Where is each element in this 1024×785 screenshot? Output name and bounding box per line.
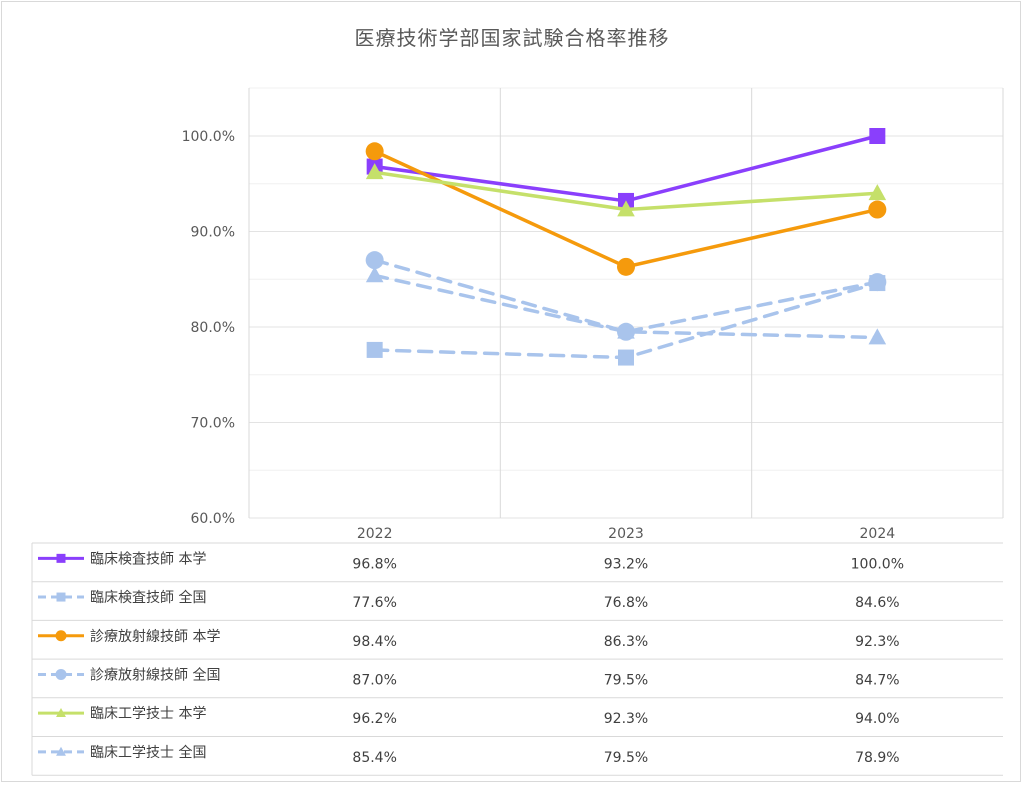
table-cell: 85.4%: [352, 750, 396, 766]
legend-label: 診療放射線技師 全国: [90, 666, 220, 683]
table-cell: 93.2%: [604, 556, 648, 572]
series-lines: [365, 128, 887, 366]
table-cell: 92.3%: [604, 711, 648, 727]
square-marker: [56, 592, 66, 602]
table-cell: 98.4%: [352, 634, 396, 650]
table-cell: 79.5%: [604, 672, 648, 688]
legend-label: 臨床検査技師 全国: [90, 589, 206, 606]
square-marker: [869, 128, 886, 144]
square-marker: [366, 341, 383, 358]
triangle-marker: [56, 746, 66, 756]
y-tick-label: 90.0%: [191, 225, 235, 241]
triangle-marker: [365, 163, 384, 180]
x-tick-label: 2022: [357, 526, 393, 542]
table-cell: 78.9%: [855, 750, 899, 766]
grid-lines: [248, 87, 1004, 519]
axis-labels: 100.0% 90.0% 80.0% 70.0% 60.0% 2022 2023 2024: [182, 129, 896, 542]
table-cell: 86.3%: [604, 634, 648, 650]
circle-marker: [365, 251, 384, 270]
x-tick-label: 2024: [860, 526, 896, 542]
table-cell: 77.6%: [352, 595, 396, 611]
table-cell: 92.3%: [855, 634, 899, 650]
table-cell: 76.8%: [604, 595, 648, 611]
circle-marker: [55, 668, 67, 680]
series-line: [372, 281, 880, 360]
triangle-marker: [56, 708, 66, 717]
triangle-marker: [868, 328, 887, 345]
y-tick-label: 70.0%: [191, 416, 235, 432]
triangle-marker: [617, 200, 635, 217]
y-tick-label: 100.0%: [182, 129, 235, 145]
chart-title: 医療技術学部国家試験合格率推移: [354, 26, 670, 50]
table-cell: 79.5%: [604, 750, 648, 766]
circle-marker: [617, 257, 635, 276]
table-cell: 87.0%: [352, 672, 396, 688]
table-cell: 96.8%: [352, 556, 396, 572]
y-tick-label: 80.0%: [191, 320, 235, 336]
square-marker: [618, 349, 634, 366]
y-tick-label: 60.0%: [191, 511, 235, 527]
circle-marker: [868, 200, 887, 219]
square-marker: [56, 553, 66, 563]
table-cell: 84.7%: [855, 672, 899, 688]
triangle-marker: [868, 184, 887, 201]
legend-label: 臨床検査技師 本学: [90, 551, 206, 567]
triangle-marker: [617, 322, 635, 339]
table-cell: 94.0%: [855, 711, 899, 727]
legend-label: 臨床工学技士 全国: [90, 744, 206, 761]
series-line: [372, 258, 880, 334]
series-line: [372, 273, 880, 340]
circle-marker: [55, 630, 67, 642]
x-tick-label: 2023: [608, 526, 644, 542]
circle-marker: [868, 273, 887, 292]
series-line: [372, 134, 880, 203]
table-cell: 84.6%: [855, 595, 899, 611]
circle-marker: [365, 142, 384, 161]
triangle-marker: [365, 266, 384, 283]
table-cell: 96.2%: [352, 711, 396, 727]
legend-label: 臨床工学技士 本学: [90, 706, 206, 722]
table-cell: 100.0%: [851, 556, 904, 572]
data-table: 臨床検査技師 本学 96.8% 93.2% 100.0% 臨床検査技師 全国 77.6% 7…: [31, 542, 1003, 776]
legend-label: 診療放射線技師 本学: [90, 628, 220, 645]
